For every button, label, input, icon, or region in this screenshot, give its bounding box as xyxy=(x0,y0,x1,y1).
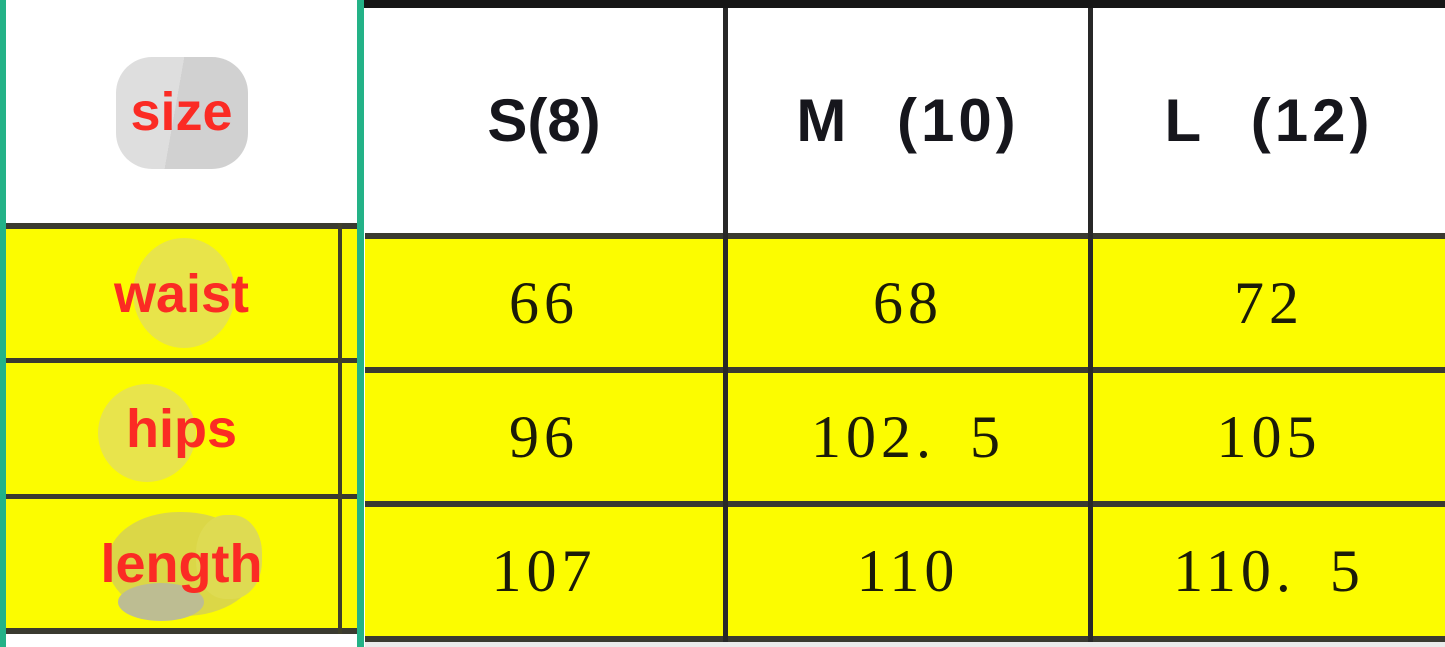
row-label: hips xyxy=(125,398,237,459)
grid-line xyxy=(1088,8,1093,642)
bottom-strip xyxy=(365,642,1445,647)
eraser-mark-size xyxy=(116,57,248,169)
grid-line xyxy=(6,223,357,229)
row-label: waist xyxy=(113,263,250,324)
cell-hips-s: 96 xyxy=(365,373,723,501)
corner-label: size xyxy=(130,81,233,142)
grid-line xyxy=(723,8,728,642)
grid-line xyxy=(365,233,1445,239)
selection-border-right xyxy=(357,0,364,647)
col-header-l: L (12) xyxy=(1093,8,1445,233)
grid-line xyxy=(365,501,1445,507)
col-header-label: S(8) xyxy=(487,87,601,154)
cell-waist-l: 72 xyxy=(1093,239,1445,367)
cell-length-l: 110. 5 xyxy=(1093,507,1445,636)
cell-value: 66 xyxy=(509,269,579,336)
data-row-bg-waist xyxy=(365,239,1445,367)
col-header-s: S(8) xyxy=(365,8,723,233)
grid-line xyxy=(338,223,342,634)
col-header-label: M (10) xyxy=(796,87,1020,154)
cell-value: 68 xyxy=(873,269,943,336)
highlight-blob-length xyxy=(196,515,262,599)
cell-value: 110. 5 xyxy=(1173,538,1365,604)
cell-value: 72 xyxy=(1234,269,1304,336)
cell-length-m: 110 xyxy=(728,507,1088,636)
cell-hips-l: 105 xyxy=(1093,373,1445,501)
row-header-hips: hips xyxy=(6,363,357,494)
row-header-waist: waist xyxy=(6,229,357,358)
row-header-length: length xyxy=(6,499,357,628)
highlight-blob-hips xyxy=(98,384,196,482)
grid-line xyxy=(365,636,1445,642)
cell-value: 110 xyxy=(856,538,960,604)
row-label: length xyxy=(100,533,263,594)
data-row-bg-length xyxy=(365,507,1445,636)
grid-line xyxy=(6,358,357,363)
cell-value: 102. 5 xyxy=(811,403,1005,470)
data-row-bg-hips xyxy=(365,373,1445,501)
grid-line xyxy=(6,494,357,499)
grid-line xyxy=(365,367,1445,373)
cell-waist-s: 66 xyxy=(365,239,723,367)
highlight-blob-waist xyxy=(133,238,235,348)
cell-value: 105 xyxy=(1216,403,1322,470)
highlight-blob-length xyxy=(118,583,204,621)
cell-value: 96 xyxy=(509,403,579,470)
cell-hips-m: 102. 5 xyxy=(728,373,1088,501)
cell-length-s: 107 xyxy=(365,507,723,636)
cell-waist-m: 68 xyxy=(728,239,1088,367)
selection-border-left xyxy=(0,0,6,647)
col-header-m: M (10) xyxy=(728,8,1088,233)
grid-line xyxy=(6,628,357,634)
top-border xyxy=(364,0,1445,8)
cell-value: 107 xyxy=(491,538,597,604)
corner-cell: size xyxy=(6,0,357,223)
col-header-label: L (12) xyxy=(1164,87,1374,154)
